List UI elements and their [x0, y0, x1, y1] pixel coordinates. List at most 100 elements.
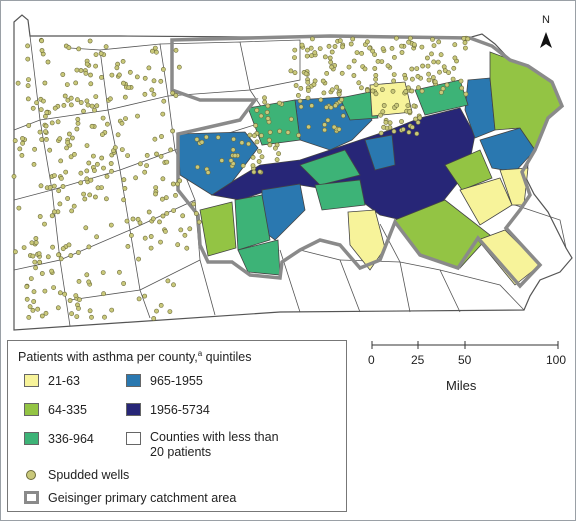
well-marker: [312, 50, 318, 56]
well-marker: [52, 173, 57, 178]
well-marker: [38, 183, 44, 189]
well-marker: [389, 46, 395, 51]
well-marker: [322, 127, 327, 133]
legend-title: Patients with asthma per county,a quinti…: [18, 349, 252, 365]
well-marker: [346, 64, 352, 70]
well-marker: [150, 216, 156, 222]
county-q2-a: [199, 201, 237, 257]
well-marker: [259, 154, 265, 160]
catchment-outline: [170, 34, 565, 289]
well-marker: [77, 297, 82, 303]
well-marker: [292, 70, 298, 76]
well-marker: [373, 73, 379, 78]
well-marker: [37, 259, 42, 265]
well-marker: [43, 114, 48, 119]
well-marker: [430, 37, 435, 42]
well-marker: [30, 307, 36, 313]
well-marker: [409, 124, 415, 130]
well-marker: [440, 86, 446, 92]
well-marker: [83, 71, 89, 76]
well-marker: [28, 276, 34, 281]
well-marker: [391, 78, 396, 84]
well-marker: [415, 120, 421, 125]
county-q3-b: [299, 149, 361, 186]
north-label: N: [542, 14, 550, 26]
well-marker: [399, 50, 405, 55]
well-marker: [32, 146, 37, 152]
well-marker: [187, 226, 193, 232]
well-marker: [317, 46, 323, 51]
well-marker: [76, 250, 81, 255]
well-marker: [123, 116, 128, 121]
legend-wells-icon: [26, 470, 36, 480]
well-marker: [425, 63, 431, 69]
well-marker: [64, 145, 69, 151]
well-marker: [146, 209, 152, 215]
well-marker: [78, 170, 84, 176]
well-marker: [51, 183, 57, 189]
well-marker: [74, 67, 80, 73]
well-marker: [171, 208, 176, 213]
well-marker: [305, 80, 311, 85]
spudded-wells: [11, 35, 471, 321]
well-marker: [30, 105, 36, 111]
well-marker: [266, 137, 272, 143]
well-marker: [265, 103, 271, 109]
well-marker: [358, 85, 364, 91]
legend-swatch-q3: [24, 432, 39, 445]
well-marker: [331, 124, 337, 130]
well-marker: [437, 69, 442, 75]
well-marker: [276, 151, 281, 157]
well-marker: [75, 121, 81, 126]
well-marker: [340, 113, 346, 119]
well-marker: [83, 225, 89, 231]
well-marker: [438, 90, 444, 95]
well-marker: [26, 123, 32, 128]
legend-swatch-q5: [126, 403, 141, 416]
well-marker: [381, 103, 387, 108]
well-marker: [393, 35, 399, 41]
well-marker: [122, 94, 128, 100]
well-marker: [103, 44, 109, 50]
well-marker: [420, 63, 425, 69]
well-marker: [452, 55, 458, 61]
well-marker: [459, 85, 465, 91]
well-marker: [370, 48, 375, 54]
well-marker: [15, 80, 21, 86]
well-marker: [293, 83, 299, 88]
well-marker: [84, 61, 90, 67]
well-marker: [372, 66, 378, 71]
well-marker: [81, 108, 86, 114]
well-marker: [230, 147, 236, 153]
well-marker: [99, 75, 104, 80]
well-marker: [86, 244, 92, 250]
well-marker: [320, 78, 326, 84]
well-marker: [231, 136, 236, 142]
well-marker: [108, 222, 114, 228]
well-marker: [26, 77, 31, 82]
well-marker: [250, 154, 256, 160]
well-marker: [326, 43, 332, 49]
well-marker: [39, 48, 45, 53]
well-marker: [340, 105, 345, 111]
well-marker: [108, 161, 114, 166]
well-marker: [71, 203, 77, 209]
well-marker: [124, 218, 130, 224]
well-marker: [329, 64, 334, 70]
well-marker: [84, 176, 90, 182]
well-marker: [42, 80, 48, 86]
well-marker: [251, 169, 257, 175]
well-marker: [75, 116, 81, 122]
well-marker: [173, 47, 179, 53]
well-marker: [130, 216, 136, 222]
well-marker: [58, 256, 64, 262]
well-marker: [364, 39, 370, 45]
well-marker: [362, 66, 368, 72]
well-marker: [158, 239, 163, 245]
well-marker: [426, 71, 431, 77]
well-marker: [461, 36, 467, 41]
scale-tick-25: 25: [411, 353, 425, 367]
well-marker: [159, 196, 165, 202]
well-marker: [127, 69, 133, 75]
well-marker: [73, 293, 79, 298]
